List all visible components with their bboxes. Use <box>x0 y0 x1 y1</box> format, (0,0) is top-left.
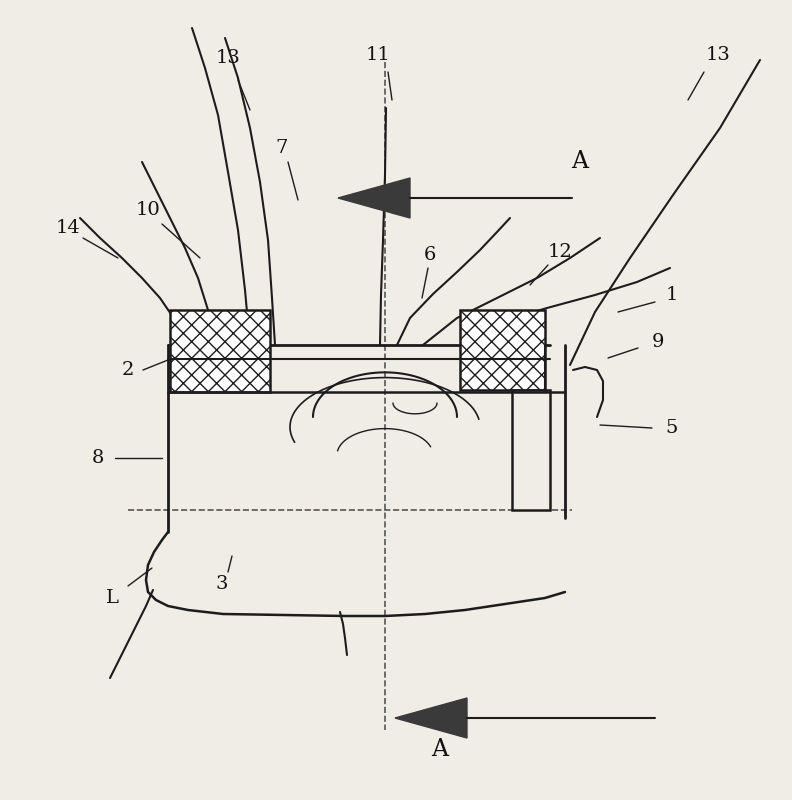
Text: 13: 13 <box>706 46 730 64</box>
Text: A: A <box>572 150 588 174</box>
Text: 13: 13 <box>215 49 241 67</box>
Text: 8: 8 <box>92 449 105 467</box>
Polygon shape <box>338 178 410 218</box>
Text: 7: 7 <box>276 139 288 157</box>
Polygon shape <box>395 698 467 738</box>
Text: 9: 9 <box>652 333 664 351</box>
Text: 6: 6 <box>424 246 436 264</box>
Text: 1: 1 <box>666 286 678 304</box>
Bar <box>170 310 270 392</box>
Bar <box>460 310 545 390</box>
Text: 11: 11 <box>366 46 390 64</box>
Text: L: L <box>105 589 119 607</box>
Text: 2: 2 <box>122 361 134 379</box>
Text: 3: 3 <box>215 575 228 593</box>
Bar <box>512 390 550 510</box>
Text: A: A <box>432 738 448 762</box>
Text: 5: 5 <box>666 419 678 437</box>
Text: 14: 14 <box>55 219 80 237</box>
Text: 12: 12 <box>547 243 573 261</box>
Text: 10: 10 <box>135 201 160 219</box>
